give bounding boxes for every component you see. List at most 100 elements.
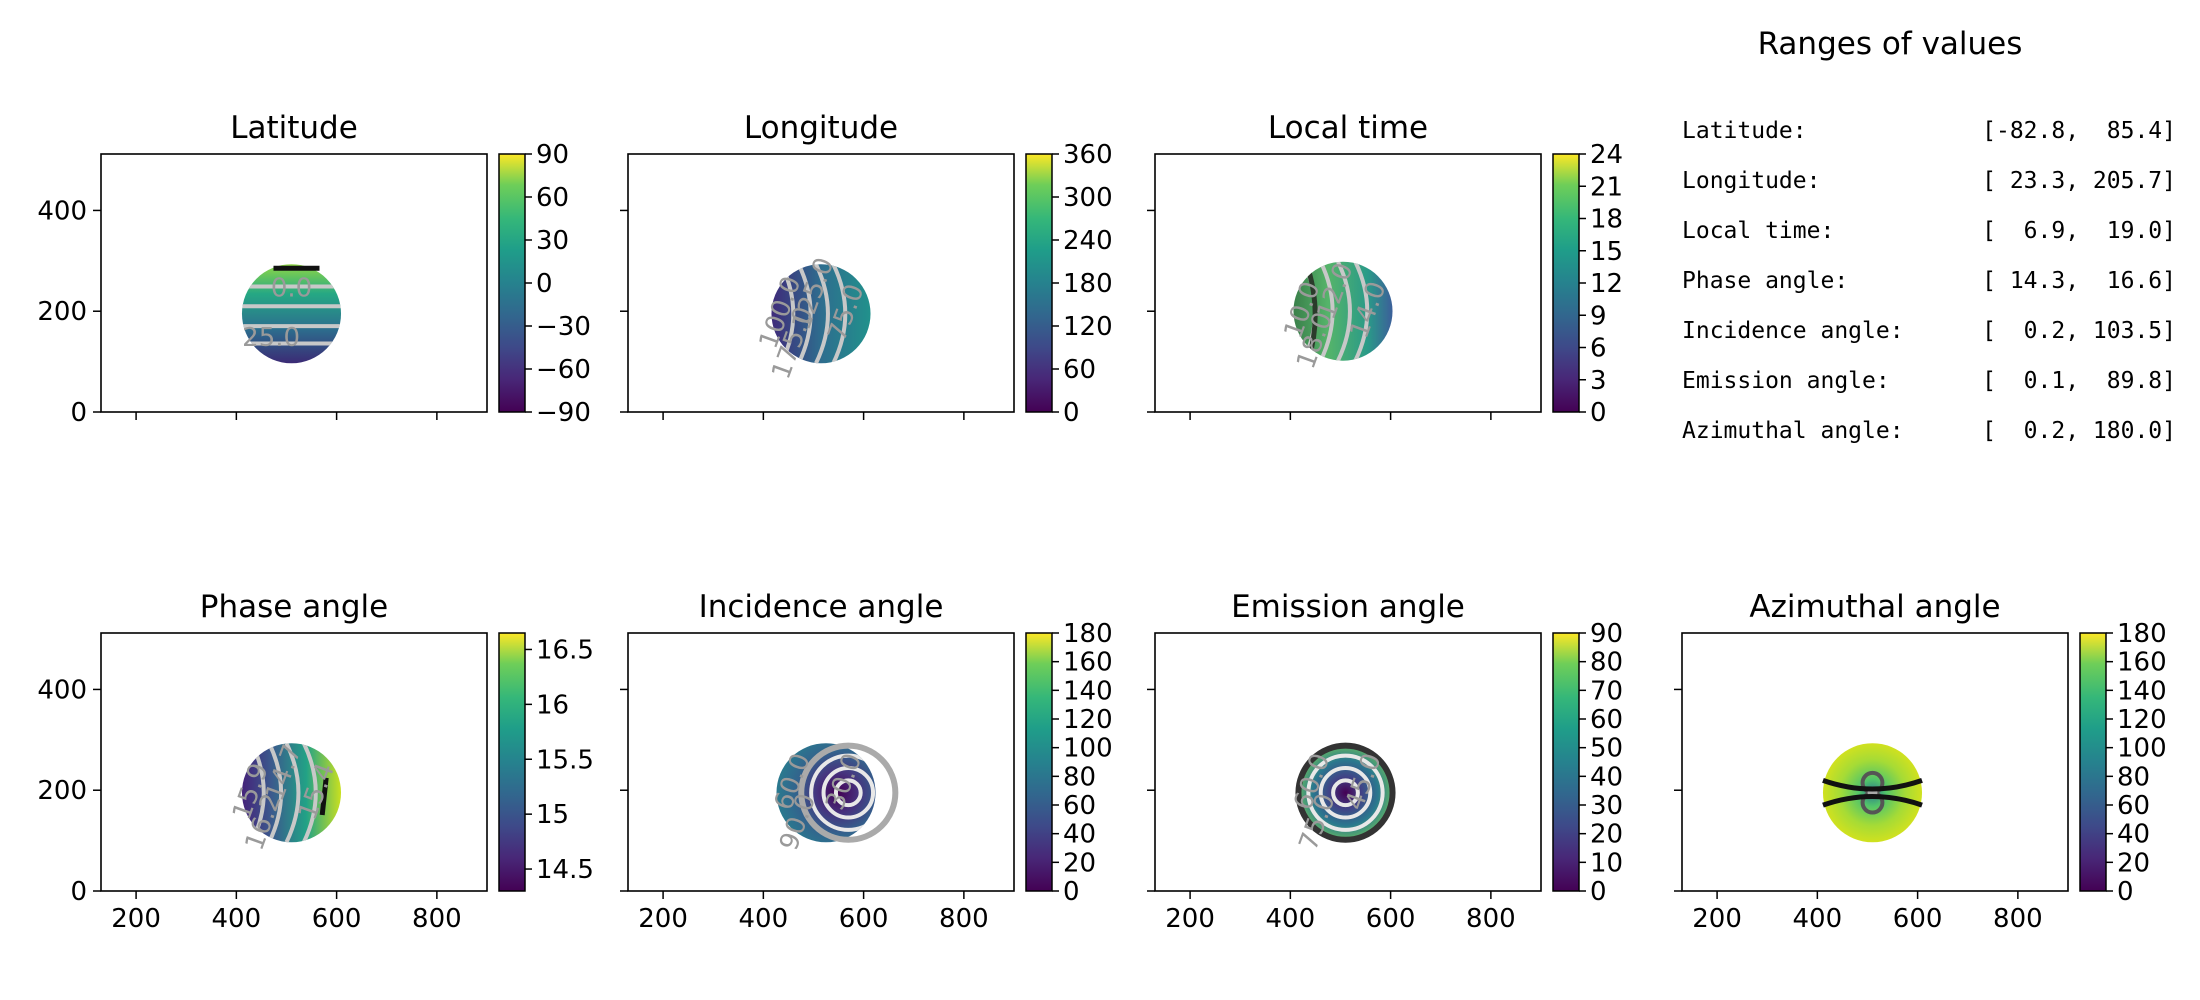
planet-disc (241, 743, 342, 843)
range-label: Azimuthal angle: (1682, 418, 1904, 444)
contour-line (1353, 261, 1370, 361)
range-label: Local time: (1682, 218, 1834, 244)
y-tick-label: 200 (37, 776, 87, 806)
x-tick-label: 400 (212, 904, 262, 934)
range-label: Incidence angle: (1682, 318, 1904, 344)
x-tick-label: 400 (1266, 904, 1316, 934)
colorbar-tick-label: 120 (2117, 705, 2167, 735)
colorbar-tick-label: 60 (1063, 355, 1096, 385)
colorbar-tick-label: 240 (1063, 226, 1113, 256)
panel-title: Latitude (230, 110, 358, 146)
axes-frame (100, 632, 488, 892)
range-value: [ 0.2, 103.5] (1982, 318, 2176, 344)
colorbar-tick-label: 120 (1063, 312, 1113, 342)
panel-title: Phase angle (200, 589, 388, 625)
contour-label: 0.0 (271, 273, 312, 303)
colorbar-tick-label: 140 (1063, 676, 1113, 706)
colorbar-tick-label: −60 (536, 355, 591, 385)
colorbar (1025, 153, 1053, 413)
contour-label: 25.0 (242, 323, 300, 353)
contour-ring (1306, 753, 1385, 832)
colorbar-tick-label: 16 (536, 690, 569, 720)
panel-title: Longitude (744, 110, 898, 146)
colorbar-tick-label: 30 (1590, 791, 1623, 821)
colorbar-tick-label: 0 (1063, 398, 1080, 428)
planet-disc (241, 264, 342, 364)
contour-ring (809, 753, 876, 832)
colorbar-tick-label: 120 (1063, 705, 1113, 735)
colorbar-tick-label: −30 (536, 312, 591, 342)
x-tick-label: 600 (1366, 904, 1416, 934)
x-tick-label: 800 (1993, 904, 2043, 934)
colorbar-tick-label: 0 (536, 269, 553, 299)
contour-line-dark (319, 777, 329, 816)
colorbar-tick-label: 0 (2117, 877, 2134, 907)
x-tick-label: 200 (1165, 904, 1215, 934)
axes-frame (627, 153, 1015, 413)
colorbar-tick-label: 180 (2117, 619, 2167, 649)
colorbar-tick-label: 80 (2117, 762, 2150, 792)
contour-ring (821, 765, 876, 820)
range-label: Emission angle: (1682, 368, 1890, 394)
planet-disc (1295, 743, 1396, 843)
colorbar-tick-label: 21 (1590, 172, 1623, 202)
colorbar-tick-label: 15.5 (536, 745, 594, 775)
colorbar-tick-label: 0 (1063, 877, 1080, 907)
y-tick-label: 0 (70, 877, 87, 907)
colorbar-tick-label: 180 (1063, 269, 1113, 299)
axes-content: 16.215.914.715.4 (227, 740, 342, 854)
contour-line (267, 743, 284, 843)
range-value: [ 23.3, 205.7] (1982, 168, 2176, 194)
axes-content (1822, 743, 1923, 843)
axes-frame (1154, 632, 1542, 892)
colorbar-tick-label: 300 (1063, 183, 1113, 213)
colorbar-tick-label: 60 (2117, 791, 2150, 821)
contour-line (301, 743, 318, 843)
colorbar (2079, 632, 2107, 892)
colorbar-tick-label: 60 (536, 183, 569, 213)
colorbar-tick-label: 80 (1590, 648, 1623, 678)
colorbar-tick-label: 50 (1590, 734, 1623, 764)
panel-title: Local time (1268, 110, 1428, 146)
colorbar-tick-label: 180 (1063, 619, 1113, 649)
colorbar-tick-label: 15 (1590, 237, 1623, 267)
colorbar-tick-label: 20 (1063, 848, 1096, 878)
colorbar-tick-label: 40 (2117, 820, 2150, 850)
contour-line (831, 264, 848, 364)
x-tick-label: 200 (638, 904, 688, 934)
range-value: [ 0.2, 180.0] (1982, 418, 2176, 444)
colorbar-tick-label: 9 (1590, 301, 1607, 331)
contour-ring (1318, 765, 1373, 820)
colorbar-tick-label: 20 (2117, 848, 2150, 878)
x-tick-label: 400 (1793, 904, 1843, 934)
colorbar-tick-label: 18 (1590, 205, 1623, 235)
colorbar-tick-label: 10 (1590, 848, 1623, 878)
contour-group (1306, 753, 1385, 832)
axes-content: 25.0 0.0 (241, 264, 342, 364)
panel-title: Emission angle (1231, 589, 1465, 625)
ranges-block: Ranges of values Latitude: [-82.8, 85.4] L… (1682, 26, 2176, 444)
colorbar-tick-label: 0 (1590, 877, 1607, 907)
colorbar (498, 632, 526, 892)
contour-line (1318, 261, 1335, 361)
colorbar-tick-label: 0 (1590, 398, 1607, 428)
contour-line-dark (1822, 794, 1923, 808)
range-value: [ 14.3, 16.6] (1982, 268, 2176, 294)
contour-ring-outer (798, 742, 899, 843)
y-tick-label: 400 (37, 196, 87, 226)
contour-ring (1331, 778, 1360, 808)
panel-title: Incidence angle (699, 589, 944, 625)
axes-content: 18.010.012.014.0 (1279, 259, 1393, 373)
contour-ring (833, 778, 863, 808)
colorbar (1025, 632, 1053, 892)
colorbar-tick-label: 100 (2117, 734, 2167, 764)
colorbar-tick-label: 90 (536, 140, 569, 170)
range-label: Latitude: (1682, 118, 1807, 144)
planet-disc (771, 264, 871, 364)
colorbar (498, 153, 526, 413)
x-tick-label: 800 (412, 904, 462, 934)
colorbar-tick-label: 360 (1063, 140, 1113, 170)
contour-group (241, 284, 342, 346)
